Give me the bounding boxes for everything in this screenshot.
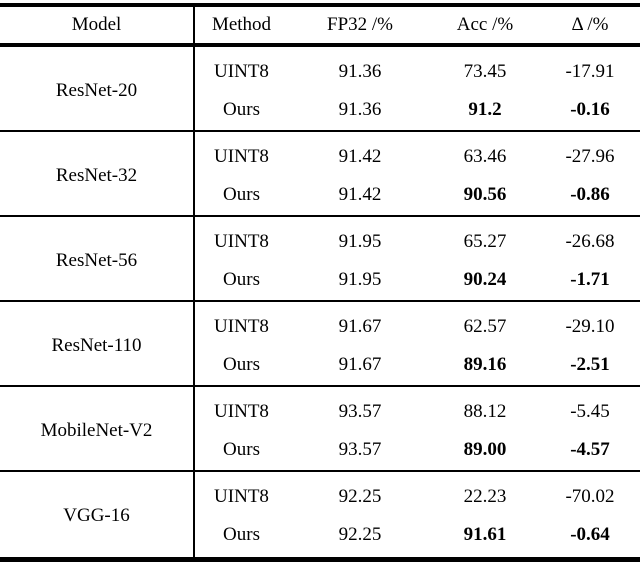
method-cell: UINT8	[214, 61, 269, 82]
fp32-cell: 91.36	[338, 61, 382, 82]
fp32-cell: 91.42	[338, 146, 382, 167]
method-cell: UINT8	[214, 231, 269, 252]
fp32-cell: 91.42	[338, 184, 382, 205]
method-cell: UINT8	[214, 486, 269, 507]
method-cell: Ours	[223, 524, 260, 545]
fp32-cell: 92.25	[338, 486, 382, 507]
delta-cell: -4.57	[570, 439, 610, 460]
header-separator-rule	[0, 43, 640, 47]
delta-cell: -27.96	[565, 146, 615, 167]
delta-cell: -0.86	[570, 184, 610, 205]
column-header-acc: Acc /%	[456, 14, 514, 35]
delta-cell: -0.64	[570, 524, 610, 545]
model-group-resnet32: ResNet-32 UINT8 91.42 63.46 -27.96 Ours …	[0, 132, 640, 217]
model-group-resnet20: ResNet-20 UINT8 91.36 73.45 -17.91 Ours …	[0, 47, 640, 132]
acc-cell: 63.46	[463, 146, 507, 167]
fp32-cell: 91.95	[338, 231, 382, 252]
method-cell: Ours	[223, 184, 260, 205]
model-cell: VGG-16	[63, 505, 130, 526]
acc-cell: 73.45	[463, 61, 507, 82]
method-cell: UINT8	[214, 316, 269, 337]
column-header-fp32: FP32 /%	[327, 14, 393, 35]
fp32-cell: 93.57	[338, 401, 382, 422]
fp32-cell: 92.25	[338, 524, 382, 545]
column-header-delta: Δ /%	[571, 14, 609, 35]
acc-cell: 89.00	[463, 439, 507, 460]
fp32-cell: 91.95	[338, 269, 382, 290]
acc-cell: 90.24	[463, 269, 507, 290]
acc-cell: 91.61	[463, 524, 507, 545]
delta-cell: -1.71	[570, 269, 610, 290]
column-header-model: Model	[71, 14, 122, 35]
fp32-cell: 91.67	[338, 316, 382, 337]
method-cell: Ours	[223, 439, 260, 460]
model-group-resnet56: ResNet-56 UINT8 91.95 65.27 -26.68 Ours …	[0, 217, 640, 302]
fp32-cell: 91.36	[338, 99, 382, 120]
bottom-rule	[0, 557, 640, 562]
top-rule	[0, 3, 640, 7]
column-header-method: Method	[211, 14, 272, 35]
model-cell: ResNet-32	[55, 165, 138, 186]
model-cell: MobileNet-V2	[40, 420, 153, 441]
acc-cell: 62.57	[463, 316, 507, 337]
model-cell: ResNet-110	[51, 335, 142, 356]
model-group-mobilenetv2: MobileNet-V2 UINT8 93.57 88.12 -5.45 Our…	[0, 387, 640, 472]
delta-cell: -0.16	[570, 99, 610, 120]
results-table: Model Method FP32 /% Acc /% Δ /% ResNet-…	[0, 3, 640, 562]
model-group-resnet110: ResNet-110 UINT8 91.67 62.57 -29.10 Ours…	[0, 302, 640, 387]
method-cell: Ours	[223, 99, 260, 120]
acc-cell: 91.2	[468, 99, 502, 120]
acc-cell: 65.27	[463, 231, 507, 252]
delta-cell: -29.10	[565, 316, 615, 337]
fp32-cell: 91.67	[338, 354, 382, 375]
method-cell: Ours	[223, 354, 260, 375]
fp32-cell: 93.57	[338, 439, 382, 460]
table-header-row: Model Method FP32 /% Acc /% Δ /%	[0, 7, 640, 43]
acc-cell: 22.23	[463, 486, 507, 507]
method-cell: Ours	[223, 269, 260, 290]
delta-cell: -70.02	[565, 486, 615, 507]
delta-cell: -2.51	[570, 354, 610, 375]
model-cell: ResNet-20	[55, 80, 138, 101]
model-method-divider	[193, 7, 195, 557]
method-cell: UINT8	[214, 146, 269, 167]
acc-cell: 90.56	[463, 184, 507, 205]
delta-cell: -17.91	[565, 61, 615, 82]
delta-cell: -26.68	[565, 231, 615, 252]
method-cell: UINT8	[214, 401, 269, 422]
delta-cell: -5.45	[570, 401, 610, 422]
model-cell: ResNet-56	[55, 250, 138, 271]
model-group-vgg16: VGG-16 UINT8 92.25 22.23 -70.02 Ours 92.…	[0, 472, 640, 557]
acc-cell: 88.12	[463, 401, 507, 422]
acc-cell: 89.16	[463, 354, 507, 375]
